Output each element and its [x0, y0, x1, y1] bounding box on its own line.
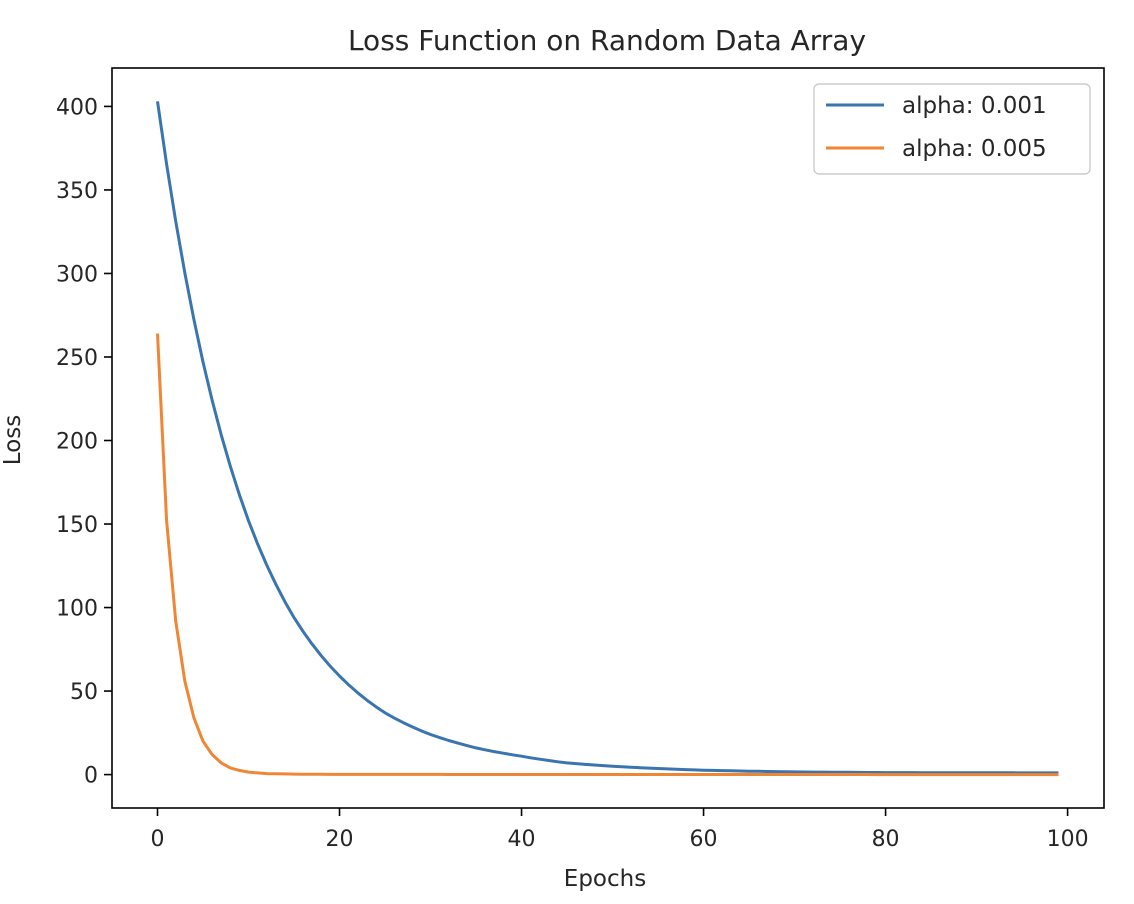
series-line-0 [156, 101, 1059, 775]
legend: alpha: 0.001 alpha: 0.005 [813, 83, 1091, 175]
x-axis-ticks: 0 20 40 60 80 100 [151, 808, 1089, 852]
x-tick-label: 100 [1047, 827, 1089, 852]
x-axis-label: Epochs [564, 866, 646, 892]
plot-frame [111, 67, 1105, 809]
y-tick-label: 150 [56, 513, 98, 538]
y-tick-label: 200 [56, 430, 98, 455]
x-tick-label: 20 [326, 827, 354, 852]
chart-title: Loss Function on Random Data Array [348, 24, 866, 57]
legend-label-alpha-0001: alpha: 0.001 [902, 93, 1047, 119]
series-line-1 [156, 333, 1059, 777]
y-tick-label: 50 [70, 680, 98, 705]
y-axis-ticks: 0 50 100 150 200 250 300 350 400 [56, 95, 112, 789]
y-tick-label: 400 [56, 95, 98, 120]
y-tick-label: 300 [56, 262, 98, 287]
y-tick-label: 350 [56, 179, 98, 204]
y-axis-label: Loss [0, 415, 26, 465]
series-layer [156, 101, 1059, 777]
x-tick-label: 60 [690, 827, 718, 852]
x-tick-label: 40 [508, 827, 536, 852]
y-tick-label: 250 [56, 346, 98, 371]
y-tick-label: 0 [84, 764, 98, 789]
legend-label-alpha-0005: alpha: 0.005 [902, 136, 1047, 162]
x-tick-label: 80 [872, 827, 900, 852]
x-tick-label: 0 [151, 827, 165, 852]
y-tick-label: 100 [56, 597, 98, 622]
